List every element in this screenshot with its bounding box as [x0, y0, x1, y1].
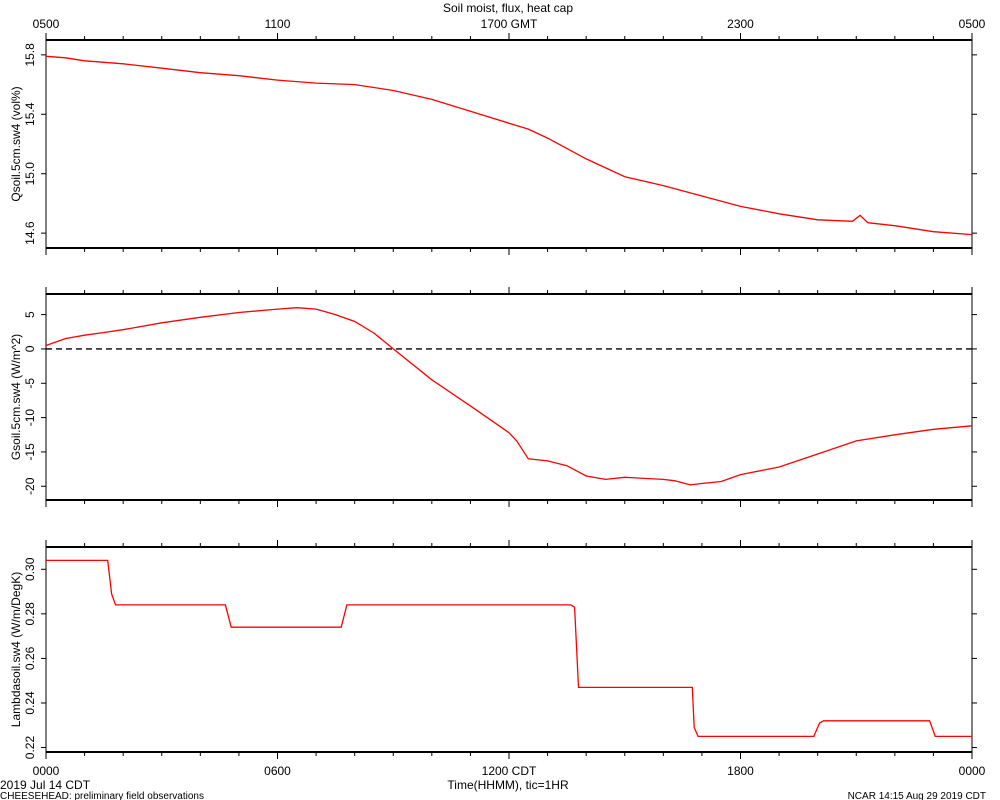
x-axis-label: Time(HHMM), tic=1HR: [447, 778, 569, 792]
series-line: [45, 307, 973, 486]
top-tick-label: 1100: [265, 17, 291, 31]
y-tick-label: -15: [23, 443, 37, 461]
chart-title: Soil moist, flux, heat cap: [443, 1, 573, 15]
y-tick-label: 15.0: [23, 162, 37, 186]
series-line: [45, 55, 973, 236]
bottom-tick-label: 0000: [33, 764, 60, 778]
y-tick-label: 0.24: [23, 691, 37, 715]
y-tick-label: -5: [23, 378, 37, 389]
y-tick-label: 15.4: [23, 102, 37, 126]
y-tick-label: 15.8: [23, 43, 37, 67]
bottom-tick-label: 1200 CDT: [482, 764, 537, 778]
plot-frame: [45, 293, 973, 501]
y-tick-label: 0.22: [23, 736, 37, 760]
series-line: [46, 559, 972, 738]
y-axis-label: Qsoil.5cm.sw4 (vol%): [9, 86, 23, 201]
panel-2: 5 0 -5 -10 -15 -20 Gsoil.5cm.sw4 (W/m^2): [9, 287, 977, 507]
bottom-tick-label: 0000: [959, 764, 986, 778]
top-tick-label: 2300: [727, 17, 754, 31]
y-axis-label: Lambdasoil.sw4 (W/m/DegK): [9, 572, 23, 727]
y-tick-label: -10: [23, 409, 37, 427]
footer-project: CHEESEHEAD: preliminary field observatio…: [0, 791, 204, 800]
y-tick-label: 5: [23, 311, 37, 318]
y-axis-label: Gsoil.5cm.sw4 (W/m^2): [9, 334, 23, 460]
top-tick-label: 0500: [959, 17, 986, 31]
bottom-tick-label: 1800: [727, 764, 754, 778]
footer-timestamp: NCAR 14:15 Aug 29 2019 CDT: [848, 791, 986, 800]
y-tick-label: -20: [23, 477, 37, 495]
top-tick-label: 1700 GMT: [481, 17, 538, 31]
y-tick-label: 0.30: [23, 557, 37, 581]
y-tick-label: 0.26: [23, 646, 37, 670]
top-tick-label: 0500: [33, 17, 60, 31]
y-tick-label: 14.6: [23, 221, 37, 245]
bottom-tick-label: 0600: [264, 764, 291, 778]
footer-date: 2019 Jul 14 CDT: [0, 778, 91, 792]
panel-1: 15.8 15.4 15.0 14.6 Qsoil.5cm.sw4 (vol%) 0500…: [9, 17, 986, 255]
y-tick-label: 0.28: [23, 602, 37, 626]
y-tick-label: 0: [23, 345, 37, 352]
